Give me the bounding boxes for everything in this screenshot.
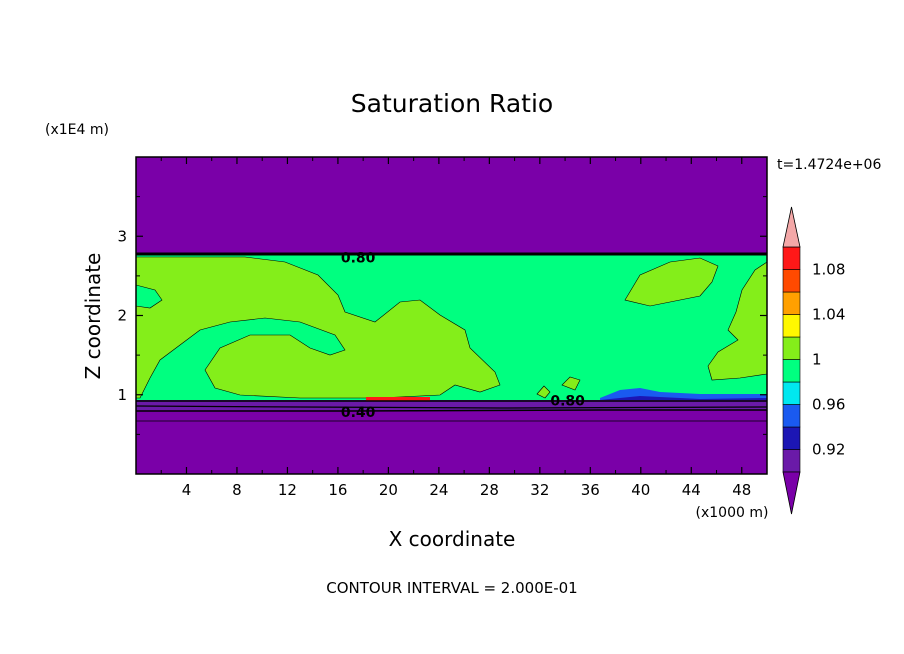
contour-line-lower-2 [136, 409, 767, 412]
colorbar-swatch [782, 426, 801, 450]
saturated-pocket-left [136, 284, 163, 309]
x-tick-label: 48 [732, 481, 751, 499]
x-tick-label: 20 [379, 481, 398, 499]
colorbar-swatch [782, 291, 801, 315]
colorbar-label: 1.04 [812, 306, 845, 324]
x-tick-label: 36 [581, 481, 600, 499]
x-tick-label: 4 [182, 481, 192, 499]
colorbar-swatch [782, 381, 801, 405]
x-tick-label: 24 [429, 481, 448, 499]
supersaturated-patch-small-2 [536, 385, 551, 399]
y-unit-label: (x1E4 m) [45, 122, 109, 138]
contour-label: 0.80 [550, 393, 585, 409]
x-axis-ticks: 4 8 12 16 20 24 28 32 36 40 44 48 [160, 157, 751, 499]
x-tick-label: 8 [232, 481, 242, 499]
x-unit-label: (x1000 m) [696, 505, 769, 521]
time-label: t=1.4724e+06 [777, 157, 881, 173]
colorbar-label: 1 [812, 351, 822, 369]
colorbar-over-arrow [782, 206, 801, 248]
plot-field: 0.80 0.40 0.80 [136, 157, 767, 474]
colorbar-label: 1.08 [812, 261, 845, 279]
colorbar: 0.92 0.96 1 1.04 1.08 [782, 206, 845, 515]
supersaturated-region-right [624, 257, 719, 307]
colorbar-under-arrow [782, 471, 801, 515]
contour-label: 0.80 [341, 251, 376, 267]
y-axis-ticks: 1 2 3 [117, 196, 767, 435]
colorbar-label: 0.96 [812, 396, 845, 414]
x-tick-label: 40 [631, 481, 650, 499]
x-tick-label: 12 [278, 481, 297, 499]
y-tick-label: 2 [117, 307, 127, 325]
x-tick-label: 32 [530, 481, 549, 499]
colorbar-swatch [782, 269, 801, 293]
supersaturated-patch-small [561, 376, 581, 391]
contour-label: 0.40 [341, 405, 376, 421]
supersaturated-sliver [366, 397, 430, 401]
contour-interval-note: CONTOUR INTERVAL = 2.000E-01 [326, 579, 577, 597]
colorbar-label: 0.92 [812, 441, 845, 459]
supersaturated-region-far-right [707, 261, 767, 381]
supersaturated-region-left [136, 256, 501, 399]
x-tick-label: 44 [682, 481, 701, 499]
y-tick-label: 3 [117, 227, 127, 245]
colorbar-swatch [782, 336, 801, 360]
contour-labels: 0.80 0.40 0.80 [341, 251, 585, 422]
x-axis-label: X coordinate [389, 527, 516, 551]
chart-title: Saturation Ratio [351, 89, 553, 118]
colorbar-swatch [782, 359, 801, 383]
colorbar-swatch [782, 246, 801, 270]
colorbar-swatch [782, 449, 801, 473]
contour-line-lower-1 [136, 405, 767, 409]
x-tick-label: 28 [480, 481, 499, 499]
y-axis-label: Z coordinate [81, 253, 105, 380]
x-tick-label: 16 [328, 481, 347, 499]
y-tick-label: 1 [117, 386, 127, 404]
colorbar-swatch [782, 314, 801, 338]
colorbar-swatch [782, 404, 801, 428]
